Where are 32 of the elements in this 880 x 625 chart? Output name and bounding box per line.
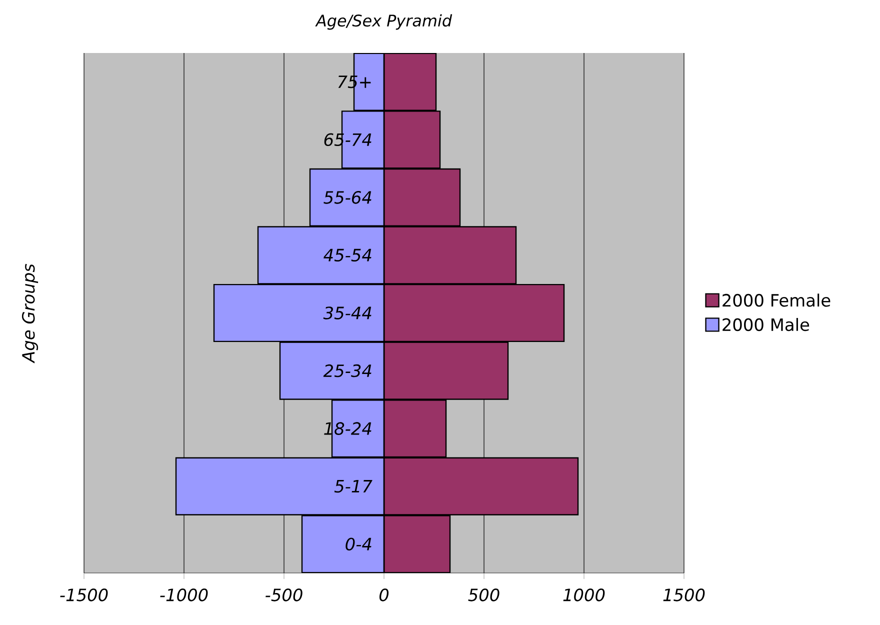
x-tick-label: -1000 [160,588,208,602]
y-tick-label: 45-54 [324,248,372,262]
bar [383,284,565,342]
chart-title: Age/Sex Pyramid [315,14,452,30]
x-tick-label: 1500 [663,588,705,602]
bar [383,110,441,169]
legend-label: 2000 Male [722,318,810,332]
x-tick-label: -1500 [60,588,108,602]
bar [383,515,451,573]
bar [383,457,579,516]
y-axis-title: Age Groups [22,264,38,364]
y-tick-label: 55-64 [324,191,372,204]
bar [383,342,509,400]
x-tick-label: 0 [379,588,389,602]
y-tick-label: 25-34 [323,364,372,378]
legend-label: 2000 Female [722,294,830,307]
bar [301,515,385,573]
x-tick-label: 1000 [563,588,605,602]
bar [309,168,385,226]
y-tick-label: 35-44 [323,306,372,320]
bar [175,457,385,516]
y-tick-label: 0-4 [346,538,372,550]
bar [383,226,517,284]
bar [383,399,447,458]
bar [279,342,385,400]
bar [383,52,437,111]
bar [213,284,385,342]
y-tick-label: 5-17 [334,480,372,493]
x-tick-label: -500 [266,588,302,602]
bar [383,168,461,226]
x-tick-label: 500 [468,588,500,602]
bar [257,226,385,284]
